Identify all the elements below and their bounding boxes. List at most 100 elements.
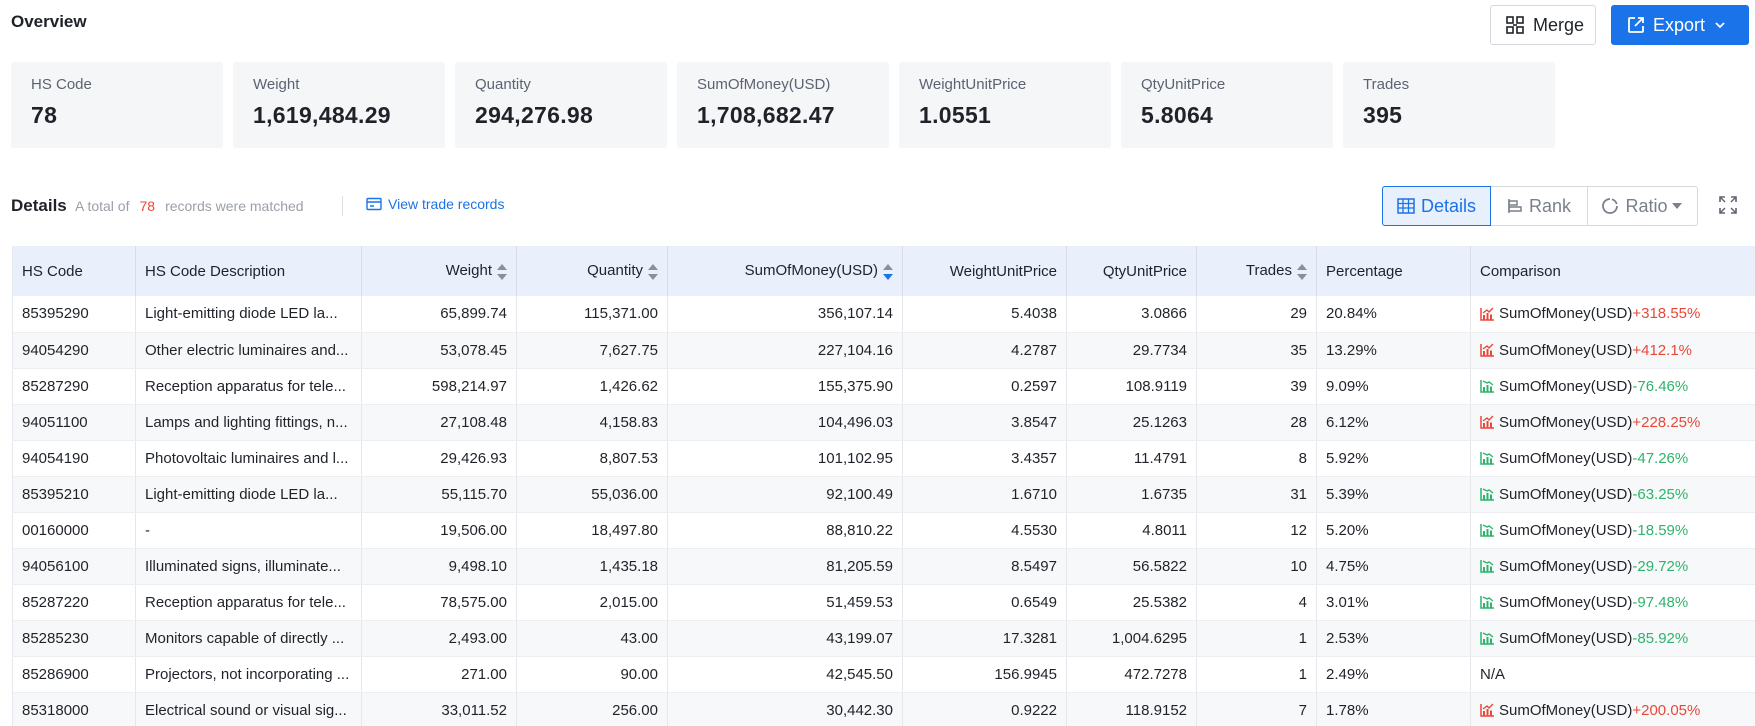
table-row[interactable]: 85287290 Reception apparatus for tele... 5…: [12, 368, 1755, 405]
comparison-value: -47.26%: [1632, 449, 1689, 467]
quantity-cell: 8,807.53: [516, 440, 668, 477]
trend-up-icon: [1480, 307, 1494, 321]
col-header-trades[interactable]: Trades: [1196, 246, 1317, 296]
weight-unit-price-cell: 4.5530: [902, 512, 1067, 549]
table-row[interactable]: 85395210 Light-emitting diode LED la... 55…: [12, 476, 1755, 513]
sum-of-money-cell: 81,205.59: [667, 548, 903, 585]
col-header-weight[interactable]: Weight: [361, 246, 517, 296]
trend-up-icon: [1480, 343, 1494, 357]
percentage-cell: 2.53%: [1316, 620, 1471, 657]
merge-button[interactable]: Merge: [1490, 5, 1596, 45]
col-header-percentage: Percentage: [1316, 246, 1471, 296]
tab-ratio[interactable]: Ratio: [1588, 187, 1696, 225]
sort-icon[interactable]: [1297, 263, 1307, 280]
fullscreen-icon[interactable]: [1718, 195, 1738, 215]
stat-card-sum-of-money: SumOfMoney(USD) 1,708,682.47: [677, 62, 889, 148]
stat-card-weight: Weight 1,619,484.29: [233, 62, 445, 148]
weight-cell: 2,493.00: [361, 620, 517, 657]
percentage-cell: 3.01%: [1316, 584, 1471, 621]
stat-label: WeightUnitPrice: [919, 76, 1027, 93]
stat-value: 1,708,682.47: [697, 102, 835, 128]
hs-code-cell: 94056100: [12, 548, 136, 585]
trades-cell: 1: [1196, 620, 1317, 657]
table-row[interactable]: 94054290 Other electric luminaires and...…: [12, 332, 1755, 369]
table-row[interactable]: 85286900 Projectors, not incorporating ..…: [12, 656, 1755, 693]
tab-details[interactable]: Details: [1382, 186, 1491, 226]
tab-rank[interactable]: Rank: [1491, 187, 1588, 225]
quantity-cell: 90.00: [516, 656, 668, 693]
col-header-label: WeightUnitPrice: [949, 262, 1057, 280]
sort-icon[interactable]: [497, 263, 507, 280]
chevron-down-icon: [1715, 22, 1725, 29]
col-header-label: Weight: [445, 262, 492, 280]
sum-of-money-cell: 227,104.16: [667, 332, 903, 369]
comparison-cell: SumOfMoney(USD) -63.25%: [1470, 476, 1755, 513]
percentage-cell: 9.09%: [1316, 368, 1471, 405]
weight-cell: 29,426.93: [361, 440, 517, 477]
comparison-label: SumOfMoney(USD): [1499, 593, 1633, 611]
export-button[interactable]: Export: [1611, 5, 1749, 45]
percentage-cell: 20.84%: [1316, 296, 1471, 333]
trend-down-icon: [1480, 452, 1494, 465]
caret-down-icon: [1671, 203, 1682, 209]
stat-value: 1,619,484.29: [253, 102, 391, 128]
weight-cell: 27,108.48: [361, 404, 517, 441]
qty-unit-price-cell: 3.0866: [1066, 296, 1197, 333]
comparison-cell: SumOfMoney(USD) -29.72%: [1470, 548, 1755, 585]
tab-rank-label: Rank: [1528, 195, 1572, 216]
trend-up-icon: [1480, 415, 1494, 429]
quantity-cell: 256.00: [516, 692, 668, 726]
rank-icon: [1508, 199, 1522, 213]
stat-label: QtyUnitPrice: [1141, 76, 1226, 93]
table-header-row: HS Code HS Code Description Weight Quant…: [12, 246, 1755, 296]
comparison-cell: SumOfMoney(USD) +318.55%: [1470, 296, 1755, 333]
table-row[interactable]: 00160000-19,506.00 18,497.80 88,810.22 4.55…: [12, 512, 1755, 549]
table-row[interactable]: 85395290 Light-emitting diode LED la... 65…: [12, 296, 1755, 333]
details-table: HS Code HS Code Description Weight Quant…: [12, 246, 1755, 726]
weight-unit-price-cell: 3.4357: [902, 440, 1067, 477]
weight-unit-price-cell: 0.6549: [902, 584, 1067, 621]
col-header-quantity[interactable]: Quantity: [516, 246, 668, 296]
quantity-cell: 2,015.00: [516, 584, 668, 621]
qty-unit-price-cell: 29.7734: [1066, 332, 1197, 369]
description-cell: Monitors capable of directly ...: [135, 620, 362, 657]
description-cell: Light-emitting diode LED la...: [135, 296, 362, 333]
description-cell: Other electric luminaires and...: [135, 332, 362, 369]
qty-unit-price-cell: 1.6735: [1066, 476, 1197, 513]
comparison-label: SumOfMoney(USD): [1499, 521, 1633, 539]
qty-unit-price-cell: 56.5822: [1066, 548, 1197, 585]
trades-cell: 10: [1196, 548, 1317, 585]
description-cell: Projectors, not incorporating ...: [135, 656, 362, 693]
merge-icon: [1506, 16, 1524, 34]
sum-of-money-cell: 356,107.14: [667, 296, 903, 333]
qty-unit-price-cell: 1,004.6295: [1066, 620, 1197, 657]
trades-cell: 35: [1196, 332, 1317, 369]
col-header-sum-of-money[interactable]: SumOfMoney(USD): [667, 246, 903, 296]
sort-desc-icon[interactable]: [883, 263, 893, 280]
stat-card-trades: Trades 395: [1343, 62, 1555, 148]
qty-unit-price-cell: 4.8011: [1066, 512, 1197, 549]
view-trade-records-link[interactable]: View trade records: [366, 196, 504, 212]
hs-code-cell: 00160000: [12, 512, 136, 549]
table-row[interactable]: 94054190 Photovoltaic luminaires and l...…: [12, 440, 1755, 477]
qty-unit-price-cell: 25.5382: [1066, 584, 1197, 621]
table-row[interactable]: 94051100 Lamps and lighting fittings, n..…: [12, 404, 1755, 441]
details-toolbar: Details A total of 78 records were matched…: [0, 186, 1755, 226]
table-row[interactable]: 85287220 Reception apparatus for tele... 7…: [12, 584, 1755, 621]
weight-cell: 598,214.97: [361, 368, 517, 405]
trades-cell: 8: [1196, 440, 1317, 477]
col-header-label: Trades: [1245, 262, 1292, 280]
sort-icon[interactable]: [648, 263, 658, 280]
table-row[interactable]: 94056100 Illuminated signs, illuminate...…: [12, 548, 1755, 585]
table-row[interactable]: 85318000 Electrical sound or visual sig..…: [12, 692, 1755, 726]
comparison-label: SumOfMoney(USD): [1499, 629, 1633, 647]
sum-of-money-cell: 51,459.53: [667, 584, 903, 621]
comparison-label: SumOfMoney(USD): [1499, 413, 1633, 431]
percentage-cell: 5.39%: [1316, 476, 1471, 513]
comparison-value: +412.1%: [1632, 341, 1692, 359]
overview-title: Overview: [11, 12, 87, 31]
table-row[interactable]: 85285230 Monitors capable of directly ...…: [12, 620, 1755, 657]
col-header-hs-code: HS Code: [12, 246, 136, 296]
percentage-cell: 13.29%: [1316, 332, 1471, 369]
merge-button-label: Merge: [1533, 14, 1585, 35]
